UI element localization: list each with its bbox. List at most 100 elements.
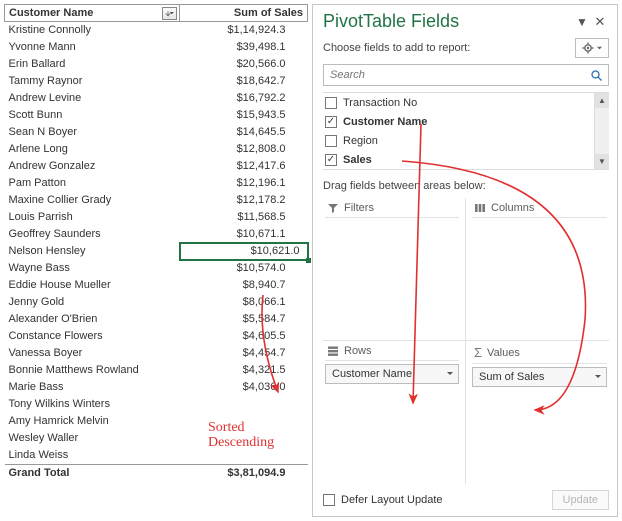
close-icon[interactable]: ✕	[591, 14, 609, 30]
cell-value[interactable]: $8,940.7	[180, 277, 308, 294]
table-row[interactable]: Andrew Levine$16,792.2	[5, 90, 308, 107]
table-row[interactable]: Alexander O'Brien$5,584.7	[5, 311, 308, 328]
scroll-up-icon[interactable]: ▲	[595, 93, 609, 108]
cell-value[interactable]: $16,792.2	[180, 90, 308, 107]
field-checkbox[interactable]	[325, 97, 337, 109]
table-row[interactable]: Arlene Long$12,808.0	[5, 141, 308, 158]
cell-name[interactable]: Wayne Bass	[5, 260, 180, 277]
search-icon[interactable]	[584, 69, 608, 82]
cell-value[interactable]: $15,943.5	[180, 107, 308, 124]
cell-value[interactable]: $1,14,924.3	[180, 22, 308, 40]
table-row[interactable]: Eddie House Mueller$8,940.7	[5, 277, 308, 294]
cell-name[interactable]: Louis Parrish	[5, 209, 180, 226]
cell-value[interactable]: $12,808.0	[180, 141, 308, 158]
cell-name[interactable]: Andrew Levine	[5, 90, 180, 107]
cell-name[interactable]: Andrew Gonzalez	[5, 158, 180, 175]
tools-button[interactable]	[575, 38, 609, 58]
field-item[interactable]: Transaction No	[323, 93, 593, 112]
col-header-sales[interactable]: Sum of Sales	[180, 5, 308, 22]
cell-name[interactable]: Vanessa Boyer	[5, 345, 180, 362]
cell-name[interactable]: Arlene Long	[5, 141, 180, 158]
table-row[interactable]: Andrew Gonzalez$12,417.6	[5, 158, 308, 175]
cell-value[interactable]: $4,036.0	[180, 379, 308, 396]
cell-name[interactable]: Pam Patton	[5, 175, 180, 192]
cell-value[interactable]: $5,584.7	[180, 311, 308, 328]
table-row[interactable]: Tammy Raynor$18,642.7	[5, 73, 308, 90]
cell-value[interactable]: $10,621.0	[180, 243, 308, 260]
table-row[interactable]: Amy Hamrick Melvin	[5, 413, 308, 430]
pill-rows[interactable]: Customer Name	[325, 364, 459, 384]
table-row[interactable]: Wayne Bass$10,574.0	[5, 260, 308, 277]
table-row[interactable]: Sean N Boyer$14,645.5	[5, 124, 308, 141]
search-input-wrap[interactable]	[323, 64, 609, 86]
table-row[interactable]: Nelson Hensley$10,621.0	[5, 243, 308, 260]
cell-name[interactable]: Tony Wilkins Winters	[5, 396, 180, 413]
pane-menu-icon[interactable]: ▼	[573, 15, 591, 29]
cell-value[interactable]: $12,196.1	[180, 175, 308, 192]
table-row[interactable]: Pam Patton$12,196.1	[5, 175, 308, 192]
cell-name[interactable]: Constance Flowers	[5, 328, 180, 345]
field-checkbox[interactable]	[325, 135, 337, 147]
cell-value[interactable]: $10,574.0	[180, 260, 308, 277]
update-button[interactable]: Update	[552, 490, 609, 510]
table-row[interactable]: Yvonne Mann$39,498.1	[5, 39, 308, 56]
field-item[interactable]: Customer Name	[323, 112, 593, 131]
area-values[interactable]: Σ Values Sum of Sales	[466, 341, 609, 484]
table-row[interactable]: Louis Parrish$11,568.5	[5, 209, 308, 226]
cell-name[interactable]: Kristine Connolly	[5, 22, 180, 40]
chevron-down-icon[interactable]	[594, 373, 602, 381]
table-row[interactable]: Wesley Waller	[5, 430, 308, 447]
cell-value[interactable]: $11,568.5	[180, 209, 308, 226]
cell-value[interactable]: $14,645.5	[180, 124, 308, 141]
cell-value[interactable]: $20,566.0	[180, 56, 308, 73]
field-item[interactable]: Sales	[323, 150, 593, 169]
area-columns[interactable]: Columns	[466, 198, 609, 341]
cell-name[interactable]: Alexander O'Brien	[5, 311, 180, 328]
cell-value[interactable]: $4,605.5	[180, 328, 308, 345]
cell-value[interactable]: $39,498.1	[180, 39, 308, 56]
cell-name[interactable]: Eddie House Mueller	[5, 277, 180, 294]
cell-name[interactable]: Geoffrey Saunders	[5, 226, 180, 243]
cell-name[interactable]: Nelson Hensley	[5, 243, 180, 260]
defer-checkbox[interactable]	[323, 494, 335, 506]
chevron-down-icon[interactable]	[446, 370, 454, 378]
cell-name[interactable]: Yvonne Mann	[5, 39, 180, 56]
cell-value[interactable]: $10,671.1	[180, 226, 308, 243]
table-row[interactable]: Constance Flowers$4,605.5	[5, 328, 308, 345]
cell-value[interactable]	[180, 413, 308, 430]
table-row[interactable]: Linda Weiss	[5, 447, 308, 465]
cell-name[interactable]: Erin Ballard	[5, 56, 180, 73]
cell-value[interactable]: $4,321.5	[180, 362, 308, 379]
cell-name[interactable]: Marie Bass	[5, 379, 180, 396]
cell-value[interactable]: $8,066.1	[180, 294, 308, 311]
table-row[interactable]: Maxine Collier Grady$12,178.2	[5, 192, 308, 209]
scroll-down-icon[interactable]: ▼	[595, 154, 609, 169]
table-row[interactable]: Kristine Connolly$1,14,924.3	[5, 22, 308, 40]
cell-value[interactable]	[180, 447, 308, 465]
cell-value[interactable]: $18,642.7	[180, 73, 308, 90]
cell-value[interactable]	[180, 396, 308, 413]
table-row[interactable]: Scott Bunn$15,943.5	[5, 107, 308, 124]
cell-name[interactable]: Bonnie Matthews Rowland	[5, 362, 180, 379]
search-input[interactable]	[324, 69, 584, 81]
cell-name[interactable]: Amy Hamrick Melvin	[5, 413, 180, 430]
field-checkbox[interactable]	[325, 116, 337, 128]
area-rows[interactable]: Rows Customer Name	[323, 341, 466, 484]
pill-values[interactable]: Sum of Sales	[472, 367, 607, 387]
table-row[interactable]: Marie Bass$4,036.0	[5, 379, 308, 396]
table-row[interactable]: Geoffrey Saunders$10,671.1	[5, 226, 308, 243]
table-row[interactable]: Tony Wilkins Winters	[5, 396, 308, 413]
cell-value[interactable]: $4,454.7	[180, 345, 308, 362]
field-item[interactable]: Region	[323, 131, 593, 150]
field-checkbox[interactable]	[325, 154, 337, 166]
cell-value[interactable]: $12,417.6	[180, 158, 308, 175]
cell-name[interactable]: Wesley Waller	[5, 430, 180, 447]
cell-name[interactable]: Jenny Gold	[5, 294, 180, 311]
table-row[interactable]: Erin Ballard$20,566.0	[5, 56, 308, 73]
col-header-name[interactable]: Customer Name	[5, 5, 180, 22]
cell-value[interactable]: $12,178.2	[180, 192, 308, 209]
table-row[interactable]: Bonnie Matthews Rowland$4,321.5	[5, 362, 308, 379]
cell-name[interactable]: Linda Weiss	[5, 447, 180, 465]
cell-name[interactable]: Maxine Collier Grady	[5, 192, 180, 209]
cell-name[interactable]: Scott Bunn	[5, 107, 180, 124]
